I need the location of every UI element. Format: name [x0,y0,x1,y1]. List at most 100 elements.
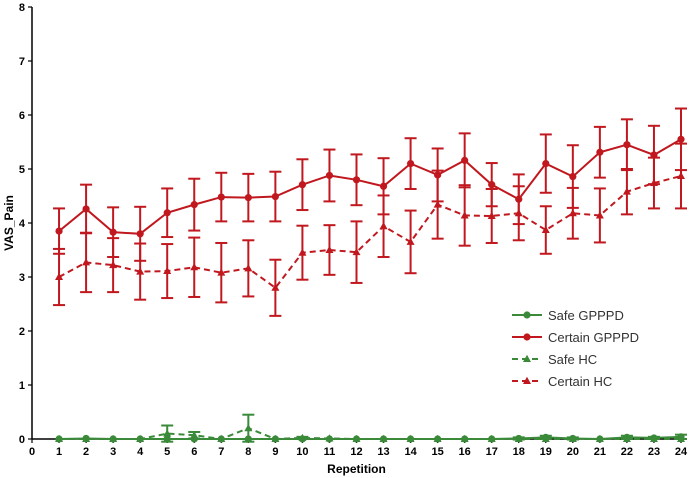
data-point [163,266,172,275]
legend: Safe GPPPD Certain GPPPD Safe HC Certain HC [512,308,639,389]
legend-marker [523,354,531,362]
data-point [244,264,253,272]
data-point [650,151,658,159]
data-point [244,194,252,202]
data-point [217,193,225,201]
data-point [623,433,631,441]
data-point [298,435,307,443]
x-tick-label: 18 [513,446,525,458]
data-point [136,267,145,275]
data-point [542,433,550,441]
series-certain-gpppd [53,107,687,262]
data-point [650,434,658,442]
data-point [622,187,631,195]
data-point [460,211,469,219]
series-line [58,138,682,235]
data-point [406,160,415,168]
x-tick-label: 17 [486,446,498,458]
data-point [568,209,577,217]
data-point [271,283,280,291]
data-point [325,171,334,180]
data-point [515,434,523,443]
plot-area [53,107,687,443]
data-point [217,268,226,276]
data-point [461,156,469,164]
x-tick-label: 12 [350,446,362,458]
series-certain-hc [53,142,687,317]
legend-marker [523,333,531,341]
data-point [541,225,550,234]
data-point [136,435,144,443]
series-line [58,175,682,290]
data-point [542,160,550,168]
data-point [271,192,279,201]
series-safe-gpppd [55,433,687,443]
data-point [434,171,442,179]
x-tick-label: 9 [272,446,278,458]
legend-marker [523,311,531,319]
x-tick-label: 11 [324,446,336,458]
data-point [623,141,631,149]
x-tick-label: 24 [675,446,688,458]
y-tick-label: 4 [19,218,26,230]
data-point [677,171,685,180]
x-tick-label: 15 [432,446,444,458]
x-tick-label: 6 [191,446,197,458]
y-tick-label: 1 [19,380,25,392]
x-tick-label: 19 [540,446,552,458]
data-point [298,181,307,189]
data-point [677,433,685,441]
data-point [379,182,388,190]
y-tick-label: 8 [19,2,25,14]
x-tick-label: 23 [648,446,660,458]
data-point [190,435,198,443]
legend-item: Certain HC [512,374,612,389]
x-tick-label: 2 [83,446,89,458]
data-point [55,227,63,235]
data-point [244,424,253,432]
data-point [109,435,117,443]
y-tick-label: 7 [19,56,25,68]
series-line [59,427,681,441]
x-tick-label: 0 [29,446,35,458]
data-point [325,435,334,443]
data-point [406,237,415,245]
x-tick-label: 21 [594,446,606,458]
x-tick-label: 20 [567,446,579,458]
y-tick-label: 5 [19,164,25,176]
data-point [55,435,63,443]
data-point [487,211,496,219]
legend-label: Certain GPPPD [548,330,639,345]
data-point [244,435,252,443]
data-point [434,435,442,443]
data-point [136,230,144,238]
data-point [406,435,415,443]
x-tick-label: 5 [164,446,170,458]
y-tick-label: 2 [19,326,25,338]
legend-label: Safe GPPPD [548,308,624,323]
data-point [461,435,469,443]
x-tick-label: 3 [110,446,116,458]
data-point [190,201,198,209]
legend-label: Certain HC [548,374,612,389]
data-point [569,434,577,443]
y-tick-label: 6 [19,110,25,122]
data-point [163,429,172,437]
legend-label: Safe HC [548,352,597,367]
data-point [595,211,604,219]
data-point [325,245,334,253]
data-point [217,435,225,443]
data-point [569,172,577,181]
data-point [298,248,307,256]
data-point [677,135,685,143]
data-point [109,228,117,236]
data-point [352,247,361,256]
data-point [488,435,496,443]
y-tick-label: 3 [19,272,25,284]
data-point [82,258,91,266]
x-tick-label: 10 [296,446,308,458]
data-point [379,435,388,443]
legend-item: Safe GPPPD [512,308,624,323]
data-point [163,209,171,217]
